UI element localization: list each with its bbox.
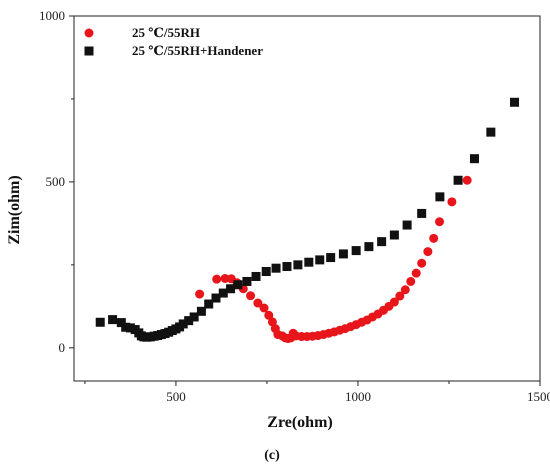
legend-marker-black-square [84, 46, 94, 56]
black-square-point [95, 317, 105, 327]
red-circle-point [264, 310, 274, 320]
black-square-point [242, 276, 252, 286]
series-2 [95, 97, 520, 342]
black-square-point [453, 175, 463, 185]
black-square-point [389, 230, 399, 240]
y-tick-label: 1000 [39, 8, 65, 23]
y-tick-label: 500 [46, 174, 66, 189]
red-circle-point [417, 258, 427, 268]
black-square-point [271, 263, 281, 273]
plot-frame [73, 15, 541, 382]
black-square-point [364, 242, 374, 252]
legend-marker-red-circle [84, 28, 94, 38]
figure-caption: (c) [264, 448, 280, 463]
black-square-point [204, 299, 214, 309]
red-circle-point [212, 274, 222, 284]
black-square-point [304, 257, 314, 267]
black-square-point [108, 315, 118, 325]
red-circle-point [447, 197, 457, 207]
black-square-point [251, 271, 261, 281]
y-tick-label: 0 [59, 340, 66, 355]
black-square-point [178, 319, 188, 329]
black-square-point [261, 267, 271, 276]
black-square-point [315, 255, 325, 265]
black-square-point [282, 262, 292, 272]
red-circle-point [259, 303, 269, 313]
black-square-point [326, 253, 336, 263]
black-square-point [218, 288, 228, 298]
black-square-point [184, 316, 194, 326]
series-1 [195, 175, 472, 344]
black-square-point [486, 127, 496, 137]
black-square-point [121, 322, 131, 332]
black-square-point [189, 312, 199, 322]
black-square-point [469, 154, 479, 164]
red-circle-point [395, 291, 405, 301]
legend: 25 ℃/55RH 25 ℃/55RH+Handener [84, 25, 263, 58]
red-circle-point [253, 298, 263, 308]
legend-label-series-1: 25 ℃/55RH [132, 25, 200, 40]
black-square-point [125, 323, 135, 333]
red-circle-point [462, 175, 472, 185]
black-square-point [226, 284, 236, 294]
black-square-point [435, 192, 445, 202]
black-square-point [338, 249, 348, 259]
black-square-point [510, 97, 520, 107]
legend-label-series-2: 25 ℃/55RH+Handener [132, 43, 263, 58]
x-tick-label: 500 [166, 389, 186, 404]
red-circle-point [389, 297, 399, 307]
x-tick-label: 1500 [527, 389, 550, 404]
red-circle-point [423, 247, 433, 257]
black-square-point [377, 237, 387, 247]
black-square-point [196, 306, 206, 316]
black-square-point [417, 208, 427, 218]
black-square-point [211, 293, 221, 303]
red-circle-point [435, 217, 445, 227]
black-square-point [293, 260, 303, 270]
x-tick-label: 1000 [345, 389, 371, 404]
red-circle-point [406, 276, 416, 286]
x-axis-title: Zre(ohm) [267, 414, 332, 431]
black-square-point [116, 318, 126, 328]
red-circle-point [400, 285, 410, 295]
red-circle-point [429, 233, 439, 243]
red-circle-point [411, 268, 421, 278]
red-circle-point [246, 291, 256, 301]
black-square-point [402, 220, 412, 230]
red-circle-point [195, 289, 205, 299]
black-square-point [351, 246, 361, 256]
y-axis-title: Zim(ohm) [6, 175, 23, 244]
black-square-point [233, 280, 243, 290]
